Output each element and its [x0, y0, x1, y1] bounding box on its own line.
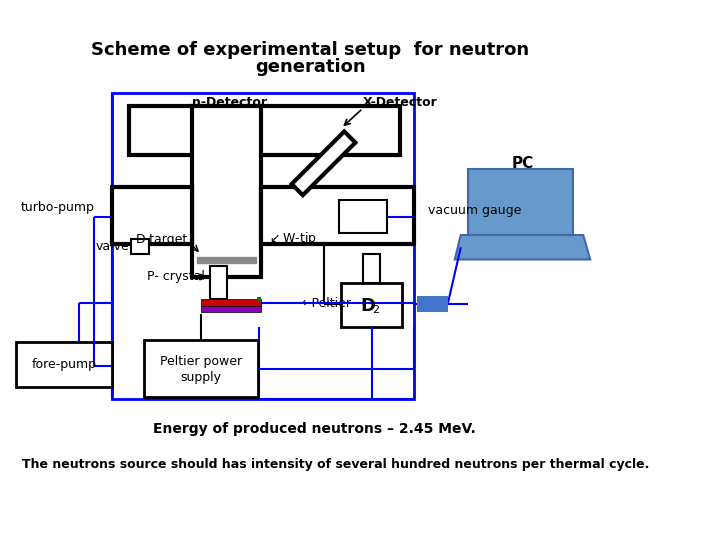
- Bar: [417, 296, 448, 312]
- Bar: [197, 257, 256, 263]
- Bar: [292, 131, 356, 195]
- Text: P- crystal: P- crystal: [147, 271, 204, 284]
- Text: 2: 2: [372, 305, 379, 315]
- Text: Energy of produced neutrons – 2.45 MeV.: Energy of produced neutrons – 2.45 MeV.: [153, 422, 476, 436]
- Bar: [130, 106, 400, 154]
- Bar: [210, 266, 228, 299]
- Text: n-Detector: n-Detector: [192, 96, 266, 109]
- Bar: [201, 306, 261, 312]
- Bar: [16, 342, 112, 387]
- Text: vacuum gauge: vacuum gauge: [428, 204, 522, 217]
- Text: D: D: [361, 297, 376, 315]
- Bar: [261, 187, 413, 244]
- Text: D-target: D-target: [136, 233, 188, 246]
- Text: ←Peltier: ←Peltier: [302, 296, 351, 310]
- Bar: [468, 170, 572, 235]
- Text: valve: valve: [96, 240, 130, 253]
- Text: fore-pump: fore-pump: [32, 358, 96, 371]
- Bar: [192, 106, 261, 277]
- Bar: [112, 187, 192, 244]
- Text: generation: generation: [255, 58, 366, 76]
- Text: turbo-pump: turbo-pump: [21, 200, 94, 213]
- Text: Peltier power: Peltier power: [160, 355, 242, 368]
- Bar: [257, 297, 261, 301]
- Text: PC: PC: [512, 156, 534, 171]
- Text: supply: supply: [181, 371, 222, 384]
- Polygon shape: [455, 235, 590, 260]
- Bar: [339, 200, 387, 233]
- Bar: [201, 299, 261, 306]
- Bar: [341, 283, 402, 327]
- Text: The neutrons source should has intensity of several hundred neutrons per thermal: The neutrons source should has intensity…: [22, 457, 649, 471]
- Text: Scheme of experimental setup  for neutron: Scheme of experimental setup for neutron: [91, 40, 529, 59]
- Bar: [112, 93, 413, 400]
- Text: X-Detector: X-Detector: [363, 96, 438, 109]
- Bar: [144, 340, 258, 397]
- Bar: [363, 254, 380, 283]
- Text: $\swarrow$W-tip: $\swarrow$W-tip: [266, 230, 317, 247]
- Bar: [131, 239, 148, 254]
